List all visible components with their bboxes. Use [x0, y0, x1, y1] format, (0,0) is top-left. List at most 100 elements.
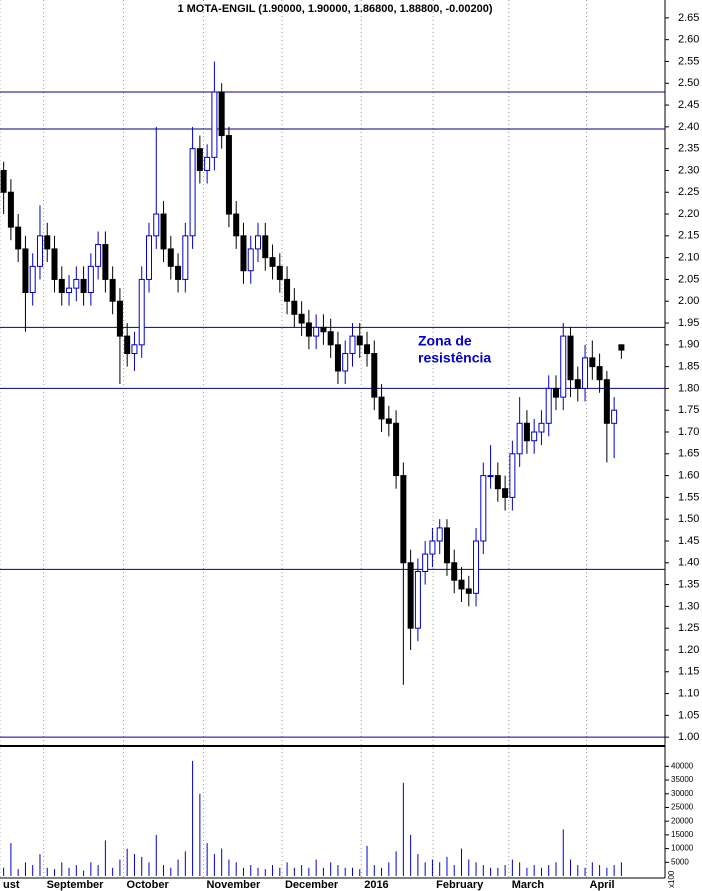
candle-body — [116, 300, 123, 337]
candle-body — [73, 278, 80, 289]
candle-body — [80, 278, 87, 294]
candle-body — [211, 91, 218, 158]
candle-body — [255, 235, 262, 250]
candle-body — [567, 335, 574, 381]
y-tick-label: 1.50 — [678, 513, 699, 525]
y-tick-label: 2.65 — [678, 12, 699, 24]
candle-body — [451, 562, 458, 581]
candle-body — [87, 265, 94, 294]
candle-body — [560, 335, 567, 398]
candle-body — [291, 300, 298, 315]
candle-body — [153, 213, 160, 237]
y-tick-label: 1.25 — [678, 622, 699, 634]
chart-title: 1 MOTA-ENGIL (1.90000, 1.90000, 1.86800,… — [177, 3, 492, 15]
candle-body — [429, 540, 436, 555]
candle-body — [0, 169, 7, 193]
candle-body — [131, 344, 138, 355]
candle-body — [538, 422, 545, 433]
y-tick-label: 2.25 — [678, 186, 699, 198]
y-tick-label: 1.65 — [678, 448, 699, 460]
candle-body — [480, 475, 487, 542]
candle-body — [313, 326, 320, 337]
candle-body — [167, 248, 174, 267]
annotation: resistência — [418, 350, 491, 366]
candle-body — [458, 579, 465, 590]
y-tick-label: 1.45 — [678, 535, 699, 547]
x-tick-label: ust — [3, 879, 20, 891]
candle-body — [509, 453, 516, 498]
candle-body — [487, 475, 494, 478]
y-tick-label: 2.40 — [678, 121, 699, 133]
candle-body — [618, 344, 625, 351]
y-tick-label: 1.05 — [678, 709, 699, 721]
candle-body — [400, 475, 407, 564]
candle-body — [320, 326, 327, 333]
candle-body — [95, 244, 102, 267]
candle-body — [589, 357, 596, 368]
candle-body — [138, 278, 145, 346]
candle-body — [218, 91, 225, 137]
y-tick-label: 1.95 — [678, 317, 699, 329]
y-tick-label: 1.75 — [678, 404, 699, 416]
y-tick-label: 2.10 — [678, 252, 699, 264]
x-tick-label: April — [590, 879, 615, 891]
candle-body — [349, 335, 356, 355]
y-tick-label: 1.20 — [678, 644, 699, 656]
y-tick-label: 20000 — [671, 816, 694, 825]
candle-body — [189, 148, 196, 237]
candle-body — [240, 235, 247, 272]
y-tick-label: 1.80 — [678, 382, 699, 394]
candle-body — [298, 313, 305, 324]
y-tick-label: 1.00 — [678, 731, 699, 743]
candle-body — [603, 379, 610, 424]
annotation: Zona de — [418, 333, 472, 349]
candle-body — [523, 422, 530, 442]
candle-body — [596, 366, 603, 381]
candle-body — [422, 553, 429, 573]
candle-body — [371, 353, 378, 398]
y-tick-label: 1.30 — [678, 600, 699, 612]
candle-body — [611, 409, 618, 424]
x-tick-label: November — [206, 879, 261, 891]
y-tick-label: 30000 — [671, 789, 694, 798]
y-tick-label: 1.55 — [678, 491, 699, 503]
candle-body — [102, 244, 109, 280]
y-tick-label: 2.55 — [678, 55, 699, 67]
y-tick-label: 1.90 — [678, 339, 699, 351]
candle-body — [262, 235, 269, 259]
candle-body — [58, 278, 65, 294]
candle-body — [124, 335, 131, 355]
candle-body — [393, 422, 400, 477]
y-tick-label: 1.60 — [678, 470, 699, 482]
y-tick-label: 10000 — [671, 844, 694, 853]
x-tick-label: March — [512, 879, 545, 891]
candle-body — [276, 265, 283, 280]
unit-label: x100 — [667, 870, 676, 888]
y-tick-label: 2.15 — [678, 230, 699, 242]
y-tick-label: 1.35 — [678, 578, 699, 590]
candle-body — [545, 387, 552, 424]
y-tick-label: 1.70 — [678, 426, 699, 438]
candle-body — [36, 235, 43, 267]
candle-body — [269, 257, 276, 267]
candle-body — [305, 322, 312, 337]
candle-body — [160, 213, 167, 250]
candle-body — [334, 344, 341, 372]
candle-body — [175, 265, 182, 280]
y-tick-label: 1.85 — [678, 361, 699, 373]
candle-body — [436, 527, 443, 542]
candle-body — [29, 265, 36, 294]
y-tick-label: 2.35 — [678, 143, 699, 155]
candle-body — [327, 331, 334, 346]
candle-body — [44, 235, 51, 250]
candle-body — [51, 248, 58, 280]
y-tick-label: 2.20 — [678, 208, 699, 220]
candle-body — [196, 148, 203, 171]
y-tick-label: 15000 — [671, 830, 694, 839]
candle-body — [414, 571, 421, 629]
y-tick-label: 40000 — [671, 761, 694, 770]
candle-body — [342, 353, 349, 372]
y-tick-label: 1.15 — [678, 666, 699, 678]
